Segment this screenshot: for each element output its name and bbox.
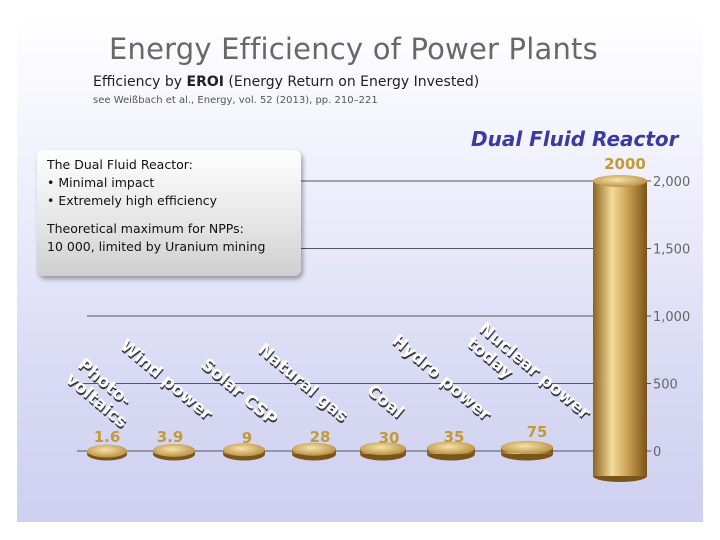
- value-label: 3.9: [157, 428, 184, 446]
- y-tick-label: 2,000: [653, 175, 690, 190]
- citation: see Weißbach et al., Energy, vol. 52 (20…: [93, 95, 378, 106]
- value-label: 1.6: [94, 428, 121, 446]
- highlight-label: Dual Fluid Reactor: [471, 127, 679, 151]
- y-tick-label: 1,000: [653, 310, 690, 325]
- bar-top: [427, 441, 475, 455]
- value-label: 35: [444, 428, 465, 446]
- subtitle-suffix: (Energy Return on Energy Invested): [223, 74, 480, 90]
- info-line-3: • Extremely high efficiency: [47, 193, 218, 208]
- value-label: 75: [527, 423, 548, 441]
- subtitle: Efficiency by EROI (Energy Return on Ene…: [93, 74, 479, 90]
- bar: [593, 181, 647, 476]
- info-line-5: 10 000, limited by Uranium mining: [47, 239, 266, 254]
- value-label: 30: [379, 429, 400, 447]
- page-title: Energy Efficiency of Power Plants: [109, 32, 598, 66]
- value-label: 2000: [604, 155, 646, 173]
- bar-chart: 0 500 1,000 1,500 2,000 1.6 3.9 9 28 30 35 75 2000 Ph…: [62, 155, 690, 482]
- bar-top: [292, 442, 336, 456]
- bar-top: [223, 443, 265, 457]
- info-line-1: The Dual Fluid Reactor:: [47, 157, 193, 172]
- category-label-text: Wind power: [116, 336, 217, 425]
- y-tick-label: 500: [653, 378, 678, 393]
- y-tick-label: 0: [653, 445, 661, 460]
- subtitle-prefix: Efficiency by: [93, 74, 187, 90]
- info-line-4: Theoretical maximum for NPPs:: [47, 221, 244, 236]
- bar-top: [501, 440, 553, 454]
- slide: Energy Efficiency of Power Plants Effici…: [17, 14, 703, 522]
- y-tick-label: 1,500: [653, 243, 690, 258]
- info-box: The Dual Fluid Reactor: • Minimal impact…: [37, 150, 301, 276]
- subtitle-bold: EROI: [186, 74, 224, 90]
- bar-top: [593, 175, 647, 187]
- bar-top: [360, 442, 406, 456]
- value-label: 28: [310, 428, 331, 446]
- info-line-2: • Minimal impact: [47, 175, 155, 190]
- value-label: 9: [242, 429, 252, 447]
- bar-top: [87, 444, 127, 458]
- bar-top: [153, 443, 195, 457]
